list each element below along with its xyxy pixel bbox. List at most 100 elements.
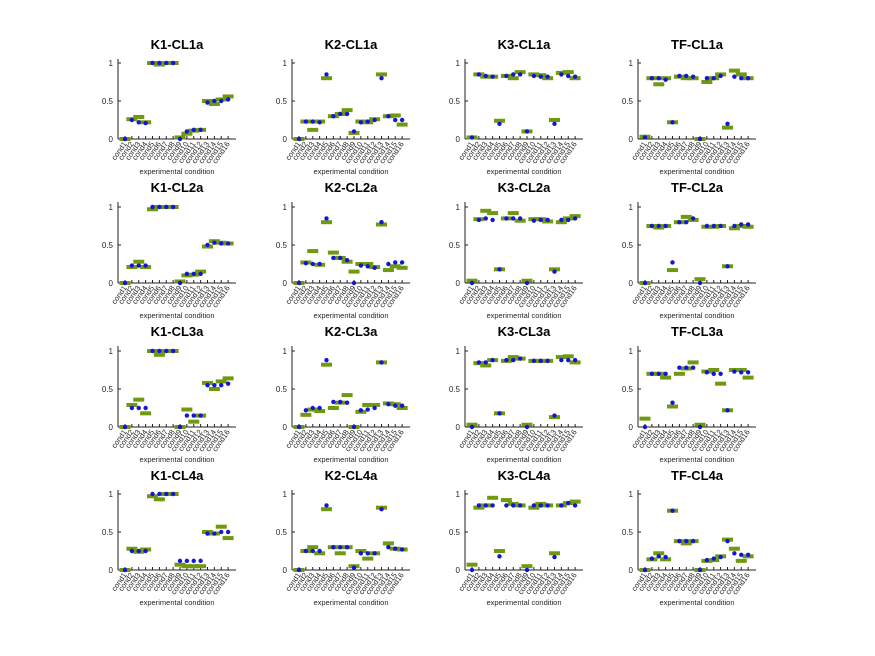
data-point	[524, 129, 530, 134]
data-point	[559, 72, 564, 77]
data-bar	[314, 551, 326, 556]
subplot: K3-CL2a00.51cond1cond2cond3cond4cond5con…	[449, 180, 583, 320]
data-bar	[321, 362, 332, 367]
data-point	[351, 565, 357, 570]
data-point	[143, 263, 148, 268]
data-bar	[728, 68, 740, 73]
data-point	[338, 111, 343, 117]
data-bar	[382, 541, 394, 546]
data-point	[170, 204, 176, 210]
data-point	[317, 548, 322, 554]
data-point	[656, 371, 661, 376]
data-point	[649, 223, 655, 229]
data-bar	[549, 551, 560, 556]
data-bar	[188, 564, 200, 569]
data-point	[469, 424, 475, 430]
data-point	[670, 508, 675, 513]
data-bar	[569, 214, 581, 219]
subplot: K3-CL4a00.51cond1cond2cond3cond4cond5con…	[449, 468, 583, 607]
data-bar	[494, 549, 505, 553]
data-bar	[362, 262, 374, 266]
data-bar	[208, 387, 220, 391]
x-axis-label: experimental condition	[486, 167, 561, 176]
data-point	[649, 556, 655, 561]
data-bar	[222, 376, 234, 381]
data-point	[143, 405, 148, 411]
data-point	[177, 424, 183, 430]
data-bar	[660, 375, 672, 380]
data-point	[732, 551, 737, 556]
y-tick-label: 1	[109, 203, 114, 212]
data-point	[344, 258, 350, 263]
data-point	[732, 223, 737, 229]
data-point	[184, 558, 190, 564]
data-point	[497, 121, 502, 127]
data-point	[358, 120, 364, 125]
x-axis-label: experimental condition	[659, 167, 734, 176]
data-point	[225, 241, 231, 246]
data-point	[372, 551, 377, 556]
data-point	[697, 136, 703, 142]
data-point	[170, 60, 176, 66]
data-bar	[215, 379, 227, 384]
data-bar	[341, 393, 353, 398]
y-tick-label: 0.5	[622, 241, 634, 250]
data-bar	[126, 546, 138, 551]
data-point	[559, 357, 564, 363]
data-point	[490, 503, 495, 508]
data-bar	[355, 549, 367, 553]
data-point	[704, 76, 710, 81]
data-point	[697, 567, 703, 573]
data-bar	[680, 76, 692, 81]
data-bar	[153, 497, 165, 502]
data-point	[164, 348, 169, 354]
data-bar	[653, 82, 665, 87]
data-bar	[701, 80, 713, 84]
data-point	[545, 217, 550, 223]
data-point	[177, 136, 183, 142]
data-bar	[133, 259, 145, 264]
data-point	[566, 73, 571, 79]
x-axis-label: experimental condition	[486, 311, 561, 320]
data-point	[372, 405, 377, 411]
y-tick-label: 0.5	[102, 241, 114, 250]
data-point	[351, 129, 357, 134]
data-point	[483, 216, 488, 221]
data-point	[225, 97, 231, 102]
data-point	[143, 120, 148, 126]
subplot: K1-CL3a00.51cond1cond2cond3cond4cond5con…	[102, 324, 236, 464]
x-axis-label: experimental condition	[313, 167, 388, 176]
data-point	[469, 135, 475, 140]
subplot-title: TF-CL3a	[671, 324, 724, 339]
data-point	[150, 491, 155, 497]
data-point	[365, 551, 370, 556]
data-point	[552, 121, 557, 127]
y-tick-label: 1	[629, 347, 634, 356]
data-point	[476, 503, 482, 508]
data-point	[205, 242, 210, 248]
y-tick-label: 1	[456, 59, 461, 68]
data-point	[745, 222, 751, 227]
data-point	[511, 357, 516, 363]
data-bar	[735, 558, 747, 563]
data-point	[663, 554, 668, 560]
y-tick-label: 1	[109, 490, 114, 499]
data-point	[704, 557, 710, 563]
data-point	[351, 280, 357, 286]
data-point	[393, 260, 398, 265]
data-point	[386, 545, 391, 550]
subplot-title: K2-CL3a	[325, 324, 379, 339]
data-point	[690, 365, 696, 370]
subplot-title: K3-CL2a	[498, 180, 552, 195]
data-point	[476, 72, 482, 77]
y-tick-label: 1	[283, 59, 288, 68]
data-point	[344, 545, 350, 550]
data-point	[338, 545, 343, 550]
data-bar	[639, 416, 651, 421]
y-tick-label: 0.5	[276, 241, 288, 250]
data-point	[524, 424, 530, 430]
y-tick-label: 1	[629, 203, 634, 212]
y-tick-label: 1	[456, 203, 461, 212]
data-point	[559, 503, 564, 508]
data-bar	[521, 278, 533, 283]
